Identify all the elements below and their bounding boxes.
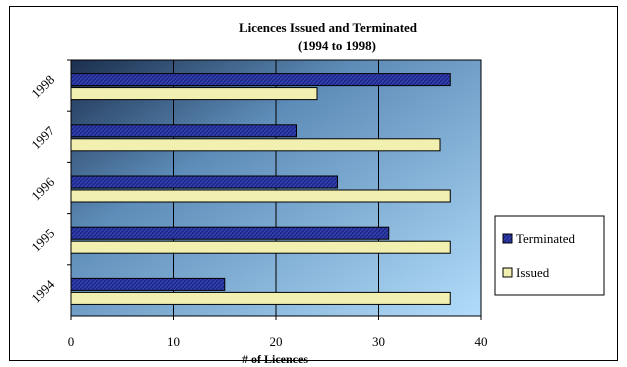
x-ticks: 0 10 20 30 40: [68, 316, 488, 349]
y-tick-label: 1997: [28, 123, 57, 152]
bar-terminated-1997: [70, 124, 297, 138]
chart-subtitle: (1994 to 1998): [298, 38, 376, 53]
x-tick-label: 20: [270, 334, 283, 349]
y-tick-label: 1994: [28, 276, 57, 305]
bar-issued-1996: [70, 189, 451, 203]
legend-entries: Terminated Issued: [502, 231, 576, 280]
bar-terminated-1996: [70, 175, 338, 189]
legend-swatch: [502, 233, 513, 244]
y-tick-label: 1996: [28, 174, 57, 203]
legend-label: Terminated: [516, 231, 576, 246]
bar-issued-1998: [70, 87, 318, 101]
x-axis-title: # of Licences: [242, 352, 308, 366]
x-tick-label: 30: [372, 334, 385, 349]
bar-issued-1994: [70, 291, 451, 305]
bar-terminated-1994: [70, 277, 226, 291]
y-ticks: 1994 1995 1996 1997 1998: [28, 59, 71, 306]
x-tick-label: 0: [68, 334, 75, 349]
legend: [494, 215, 605, 296]
bars: [70, 73, 451, 305]
y-tick-label: 1995: [28, 226, 57, 255]
bar-terminated-1995: [70, 226, 390, 240]
y-tick-label: 1998: [28, 72, 57, 101]
legend-label: Issued: [516, 265, 550, 280]
x-tick-label: 10: [167, 334, 180, 349]
bar-issued-1997: [70, 138, 441, 152]
x-tick-label: 40: [475, 334, 488, 349]
bar-terminated-1998: [70, 73, 451, 87]
bar-issued-1995: [70, 240, 451, 254]
chart-title: Licences Issued and Terminated: [239, 20, 418, 35]
legend-swatch: [502, 267, 513, 278]
